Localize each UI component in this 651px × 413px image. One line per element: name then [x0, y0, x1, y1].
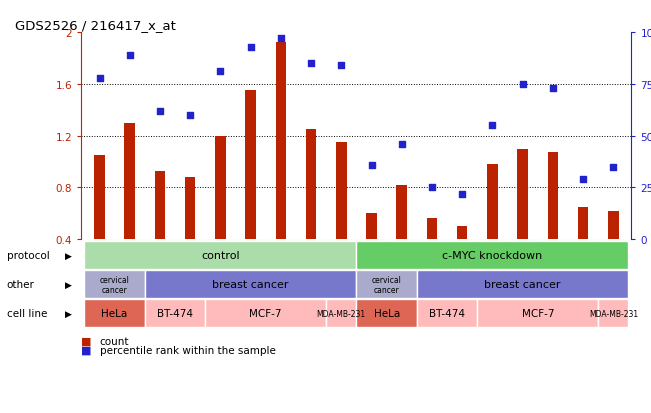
- Text: control: control: [201, 251, 240, 261]
- Bar: [275, 43, 286, 240]
- Text: BT-474: BT-474: [429, 309, 465, 318]
- Text: breast cancer: breast cancer: [484, 280, 561, 290]
- Bar: [578, 207, 589, 240]
- Text: MCF-7: MCF-7: [249, 309, 282, 318]
- Bar: [426, 219, 437, 240]
- Bar: [336, 143, 346, 240]
- Point: [185, 112, 195, 119]
- Bar: [487, 165, 498, 240]
- Bar: [215, 136, 226, 240]
- Text: percentile rank within the sample: percentile rank within the sample: [100, 345, 275, 355]
- Point: [94, 75, 105, 82]
- Point: [155, 108, 165, 115]
- Bar: [124, 123, 135, 240]
- Bar: [367, 214, 377, 240]
- Bar: [608, 211, 618, 240]
- Text: protocol: protocol: [7, 251, 49, 261]
- Point: [367, 162, 377, 169]
- Text: HeLa: HeLa: [374, 309, 400, 318]
- Point: [487, 123, 497, 129]
- Point: [275, 36, 286, 43]
- Bar: [94, 156, 105, 240]
- Text: breast cancer: breast cancer: [212, 280, 289, 290]
- Point: [396, 141, 407, 148]
- Text: MDA-MB-231: MDA-MB-231: [317, 309, 366, 318]
- Text: GDS2526 / 216417_x_at: GDS2526 / 216417_x_at: [16, 19, 176, 32]
- Point: [215, 69, 226, 76]
- Text: other: other: [7, 280, 35, 290]
- Text: MCF-7: MCF-7: [521, 309, 554, 318]
- Point: [578, 176, 589, 183]
- Point: [547, 85, 558, 92]
- Text: MDA-MB-231: MDA-MB-231: [589, 309, 638, 318]
- Bar: [396, 185, 407, 240]
- Bar: [547, 153, 558, 240]
- Bar: [306, 130, 316, 240]
- Text: ▶: ▶: [65, 280, 72, 289]
- Point: [518, 81, 528, 88]
- Bar: [185, 178, 195, 240]
- Text: ▶: ▶: [65, 251, 72, 260]
- Text: cervical
cancer: cervical cancer: [100, 275, 130, 294]
- Text: count: count: [100, 336, 129, 346]
- Text: HeLa: HeLa: [102, 309, 128, 318]
- Text: cell line: cell line: [7, 309, 47, 318]
- Bar: [245, 91, 256, 240]
- Point: [457, 191, 467, 197]
- Bar: [518, 149, 528, 240]
- Point: [608, 164, 618, 171]
- Point: [306, 61, 316, 67]
- Bar: [457, 227, 467, 240]
- Point: [124, 52, 135, 59]
- Point: [336, 63, 346, 69]
- Bar: [155, 171, 165, 240]
- Text: ■: ■: [81, 345, 92, 355]
- Point: [245, 44, 256, 51]
- Text: ■: ■: [81, 336, 92, 346]
- Text: c-MYC knockdown: c-MYC knockdown: [442, 251, 542, 261]
- Text: cervical
cancer: cervical cancer: [372, 275, 402, 294]
- Text: ▶: ▶: [65, 309, 72, 318]
- Text: BT-474: BT-474: [157, 309, 193, 318]
- Point: [427, 185, 437, 191]
